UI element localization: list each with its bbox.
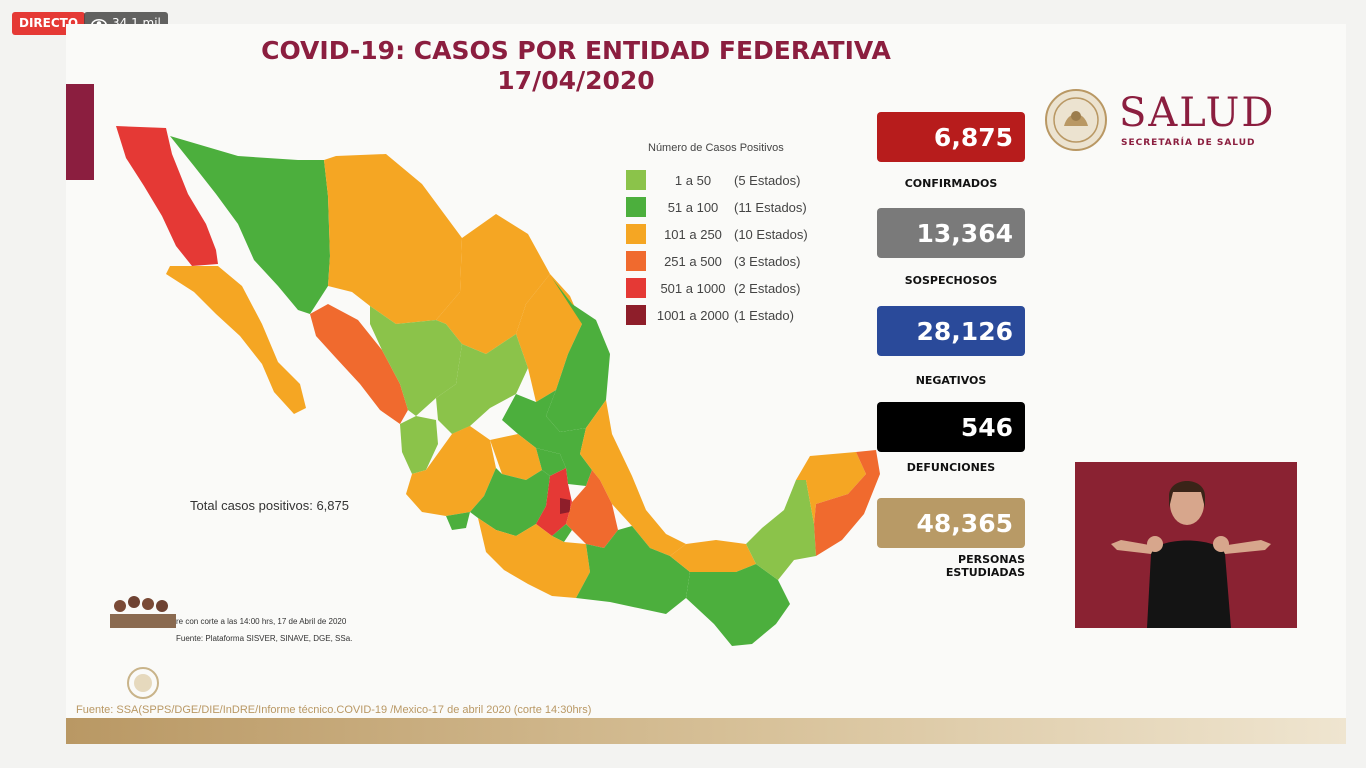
state-sinaloa: [310, 304, 408, 424]
legend-item: 1001 a 2000 (1 Estado): [626, 305, 834, 325]
state-guanajuato: [490, 434, 542, 480]
confirmed-value: 6,875: [877, 112, 1025, 162]
legend-swatch: [626, 251, 646, 271]
legend-swatch: [626, 224, 646, 244]
state-aguascalientes: [452, 426, 476, 450]
legend-item: 1 a 50 (5 Estados): [626, 170, 834, 190]
legend-states: (11 Estados): [734, 199, 807, 215]
salud-logo-subtitle: SECRETARÍA DE SALUD: [1121, 138, 1256, 148]
legend-swatch: [626, 170, 646, 190]
state-tabasco: [670, 540, 756, 572]
state-tamaulipas: [546, 278, 610, 432]
state-quintana-roo: [814, 450, 880, 556]
maroon-accent-strip: [66, 84, 94, 180]
interpreter-figure: [1075, 462, 1297, 628]
state-chiapas: [686, 564, 790, 646]
institutional-figures-logo: [110, 596, 176, 628]
state-jalisco: [406, 426, 496, 516]
state-san-luis-potosi: [502, 390, 586, 454]
legend-swatch: [626, 197, 646, 217]
source-line: Fuente: SSA(SPPS/DGE/DIE/InDRE/Informe t…: [76, 704, 592, 716]
slide: COVID-19: CASOS POR ENTIDAD FEDERATIVA 1…: [66, 24, 1346, 744]
state-queretaro: [536, 448, 566, 476]
state-baja-california-sur: [166, 266, 306, 414]
state-colima: [446, 512, 470, 530]
state-oaxaca: [576, 526, 690, 614]
state-nayarit: [400, 416, 438, 474]
legend-states: (10 Estados): [734, 226, 808, 242]
legend-range: 51 a 100: [667, 199, 719, 215]
state-sonora: [170, 136, 330, 314]
legend-range: 251 a 500: [664, 253, 722, 269]
total-positive-cases: Total casos positivos: 6,875: [190, 498, 349, 513]
gold-footer-band: [66, 718, 1346, 744]
state-hidalgo: [560, 454, 592, 486]
state-veracruz: [580, 400, 686, 556]
cutoff-note: re con corte a las 14:00 hrs, 17 de Abri…: [176, 617, 347, 626]
studied-label-line-1: PERSONAS: [958, 553, 1025, 566]
negative-label: NEGATIVOS: [915, 374, 987, 387]
legend-item: 501 a 1000 (2 Estados): [626, 278, 834, 298]
studied-label-line-2: ESTUDIADAS: [945, 566, 1025, 579]
legend-title: Número de Casos Positivos: [648, 142, 784, 154]
slide-title: COVID-19: CASOS POR ENTIDAD FEDERATIVA 1…: [186, 36, 966, 96]
state-campeche: [746, 480, 816, 580]
studied-value: 48,365: [877, 498, 1025, 548]
suspected-label: SOSPECHOSOS: [904, 274, 998, 287]
state-zacatecas: [436, 334, 528, 434]
state-baja-california: [116, 126, 218, 266]
legend-states: (1 Estado): [734, 307, 794, 323]
state-morelos: [552, 524, 572, 542]
seal-icon: [127, 667, 159, 699]
state-michoacan: [470, 468, 550, 536]
legend-swatch: [626, 305, 646, 325]
legend-states: (2 Estados): [734, 280, 801, 296]
mexico-map: [116, 126, 880, 646]
state-durango: [370, 306, 462, 416]
title-line-2: 17/04/2020: [497, 66, 655, 95]
state-estado-de-mexico: [536, 468, 572, 536]
salud-logo-text: SALUD: [1119, 90, 1276, 136]
legend-swatch: [626, 278, 646, 298]
legend-range: 1001 a 2000: [656, 307, 730, 323]
studied-label: PERSONAS ESTUDIADAS: [877, 553, 1025, 579]
suspected-value: 13,364: [877, 208, 1025, 258]
data-source-note: Fuente: Plataforma SISVER, SINAVE, DGE, …: [176, 634, 353, 643]
negative-value: 28,126: [877, 306, 1025, 356]
legend-item: 51 a 100 (11 Estados): [626, 197, 834, 217]
legend-item: 251 a 500 (3 Estados): [626, 251, 834, 271]
state-nuevo-leon: [516, 274, 582, 402]
legend-range: 1 a 50: [674, 172, 712, 188]
legend-range: 101 a 250: [664, 226, 722, 242]
deaths-value: 546: [877, 402, 1025, 452]
legend-states: (3 Estados): [734, 253, 801, 269]
sign-language-interpreter-video: [1075, 462, 1297, 628]
deaths-label: DEFUNCIONES: [906, 461, 996, 474]
legend-range: 501 a 1000: [660, 280, 726, 296]
state-puebla: [566, 470, 618, 548]
legend-states: (5 Estados): [734, 172, 801, 188]
coat-of-arms-seal: [1045, 89, 1107, 151]
confirmed-label: CONFIRMADOS: [904, 177, 998, 190]
state-chihuahua: [324, 154, 462, 324]
legend-item: 101 a 250 (10 Estados): [626, 224, 834, 244]
state-coahuila: [436, 214, 550, 354]
state-guerrero: [478, 518, 590, 598]
state-yucatan: [796, 452, 866, 524]
title-line-1: COVID-19: CASOS POR ENTIDAD FEDERATIVA: [261, 36, 891, 65]
state-ciudad-de-mexico: [560, 498, 570, 514]
